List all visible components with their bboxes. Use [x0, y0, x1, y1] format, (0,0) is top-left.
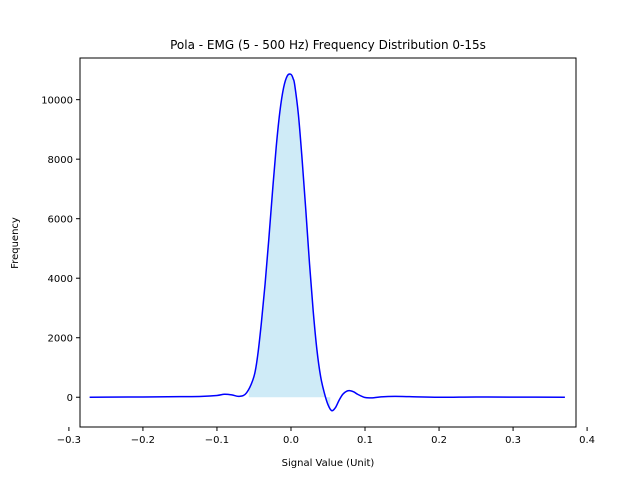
x-tick-label: −0.3	[57, 435, 81, 446]
area-fill	[248, 74, 331, 409]
y-tick-label: 4000	[48, 274, 73, 285]
plot-area	[89, 73, 565, 412]
x-tick-label: 0.2	[431, 435, 447, 446]
x-tick-label: 0.4	[579, 435, 595, 446]
chart-title: Pola - EMG (5 - 500 Hz) Frequency Distri…	[170, 38, 486, 52]
y-tick-label: 2000	[48, 334, 73, 345]
y-tick-label: 8000	[48, 155, 73, 166]
y-tick-label: 6000	[48, 215, 73, 226]
plot-frame	[79, 57, 577, 428]
x-axis: −0.3 −0.2 −0.1 0.0 0.1 0.2 0.3 0.4	[57, 427, 595, 446]
y-axis: 0 2000 4000 6000 8000 10000	[41, 96, 80, 404]
x-tick-label: 0.1	[357, 435, 373, 446]
x-axis-label: Signal Value (Unit)	[282, 458, 375, 469]
x-tick-label: −0.2	[131, 435, 155, 446]
y-axis-label: Frequency	[10, 217, 21, 269]
y-tick-label: 0	[67, 393, 73, 404]
series-line	[89, 73, 565, 412]
x-tick-label: 0.0	[283, 435, 299, 446]
x-tick-label: −0.1	[205, 435, 229, 446]
y-tick-label: 10000	[41, 96, 73, 107]
x-tick-label: 0.3	[505, 435, 521, 446]
